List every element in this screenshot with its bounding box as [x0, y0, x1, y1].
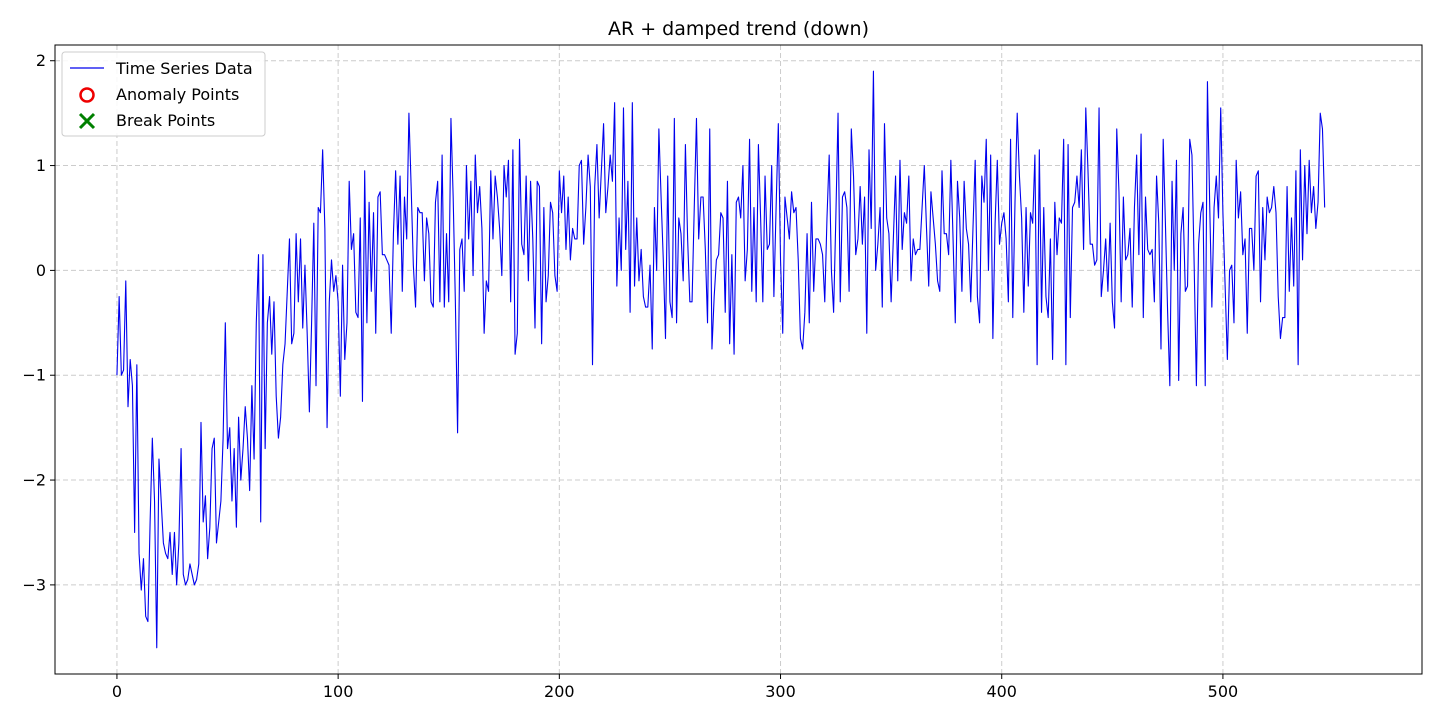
y-tick-label: 0	[36, 261, 46, 280]
y-axis: 2 1 0 −1 −2 −3	[22, 51, 55, 594]
series-line-time-series-data	[116, 70, 1326, 649]
y-tick-label: −3	[22, 575, 46, 594]
legend-anomaly-marker	[79, 87, 95, 103]
grid-lines	[55, 45, 1422, 674]
legend-label-time-series: Time Series Data	[115, 59, 253, 78]
series-layer	[116, 70, 1326, 649]
x-tick-label: 200	[544, 682, 575, 701]
legend-label-anomaly-points: Anomaly Points	[116, 85, 239, 104]
x-tick-label: 300	[765, 682, 796, 701]
y-tick-label: 1	[36, 156, 46, 175]
y-tick-label: −1	[22, 366, 46, 385]
legend-label-break-points: Break Points	[116, 111, 215, 130]
legend-break-marker	[78, 112, 96, 130]
x-tick-label: 400	[986, 682, 1017, 701]
y-tick-label: −2	[22, 471, 46, 490]
chart-title: AR + damped trend (down)	[608, 18, 869, 40]
x-axis: 0 100 200 300 400 500	[112, 674, 1238, 701]
x-tick-label: 500	[1208, 682, 1239, 701]
x-tick-label: 0	[112, 682, 122, 701]
legend: Time Series Data Anomaly Points Break Po…	[61, 51, 266, 137]
x-tick-label: 100	[323, 682, 354, 701]
y-tick-label: 2	[36, 51, 46, 70]
plot-frame	[54, 44, 1423, 675]
legend-box	[61, 51, 266, 137]
